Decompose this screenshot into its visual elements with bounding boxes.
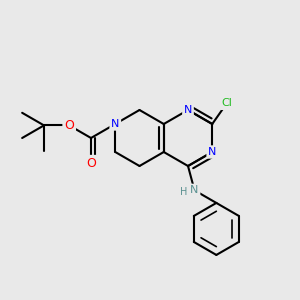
Text: H: H [180,187,187,197]
Text: Cl: Cl [221,98,232,108]
Text: N: N [184,105,192,115]
Text: N: N [208,147,216,157]
Text: O: O [64,119,74,132]
Text: N: N [111,119,119,129]
Text: O: O [86,157,96,170]
Text: N: N [190,185,199,195]
